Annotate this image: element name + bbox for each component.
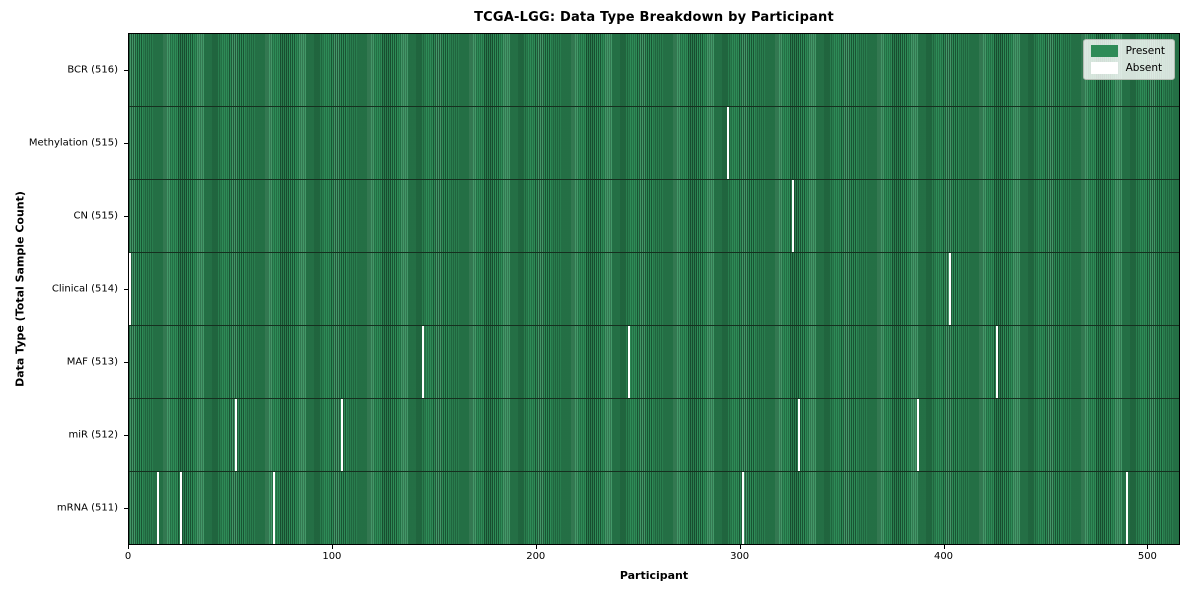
- heatmap-row-mir: [129, 398, 1179, 471]
- y-tick-mark: [124, 143, 128, 144]
- absent-marker: [916, 399, 919, 471]
- absent-marker: [949, 253, 952, 325]
- legend: Present Absent: [1082, 39, 1175, 80]
- x-tick-mark: [128, 545, 129, 549]
- y-tick-label-mir: miR (512): [68, 429, 118, 441]
- x-tick-label: 200: [526, 551, 546, 562]
- y-tick-label-clinical: Clinical (514): [51, 283, 118, 295]
- legend-entry-absent: Absent: [1090, 62, 1165, 74]
- y-tick-mark: [124, 508, 128, 509]
- y-tick-label-methylation: Methylation (515): [28, 137, 118, 149]
- heatmap-row-maf: [129, 325, 1179, 398]
- heatmap-row-mrna: [129, 471, 1179, 544]
- chart-title: TCGA-LGG: Data Type Breakdown by Partici…: [474, 10, 834, 25]
- absent-marker: [129, 253, 131, 325]
- x-tick-label: 400: [933, 551, 954, 562]
- x-tick-mark: [332, 545, 333, 549]
- absent-marker: [995, 326, 998, 398]
- y-tick-mark: [124, 70, 128, 71]
- heatmap-row-methylation: [129, 106, 1179, 179]
- absent-marker: [741, 472, 744, 544]
- x-axis-label: Participant: [619, 569, 689, 582]
- heatmap-row-clinical: [129, 252, 1179, 325]
- absent-marker: [627, 326, 630, 398]
- legend-entry-present: Present: [1090, 45, 1165, 57]
- y-tick-label-bcr: BCR (516): [67, 64, 118, 76]
- absent-marker: [798, 399, 801, 471]
- absent-marker: [157, 472, 160, 544]
- x-tick-label: 0: [124, 551, 132, 562]
- x-tick-mark: [740, 545, 741, 549]
- legend-label-absent: Absent: [1125, 62, 1163, 74]
- x-tick-label: 500: [1137, 551, 1157, 562]
- x-tick-label: 100: [322, 551, 342, 562]
- absent-marker: [422, 326, 425, 398]
- absent-marker: [727, 107, 730, 179]
- absent-marker: [340, 399, 343, 471]
- y-tick-mark: [124, 289, 128, 290]
- x-tick-mark: [536, 545, 537, 549]
- heatmap-row-bcr: [129, 34, 1179, 106]
- plot-area: Present Absent: [128, 33, 1180, 545]
- x-tick-label: 300: [730, 551, 750, 562]
- y-tick-label-mrna: mRNA (511): [56, 502, 118, 514]
- y-tick-label-maf: MAF (513): [66, 356, 118, 368]
- heatmap-row-cn: [129, 179, 1179, 252]
- absent-swatch-icon: [1090, 62, 1118, 74]
- absent-marker: [792, 180, 795, 252]
- absent-marker: [179, 472, 182, 544]
- present-swatch-icon: [1090, 45, 1118, 57]
- y-tick-label-cn: CN (515): [73, 210, 118, 222]
- y-tick-mark: [124, 362, 128, 363]
- y-tick-mark: [124, 216, 128, 217]
- absent-marker: [1126, 472, 1129, 544]
- legend-label-present: Present: [1125, 45, 1165, 57]
- absent-marker: [234, 399, 237, 471]
- absent-marker: [273, 472, 276, 544]
- x-tick-mark: [1147, 545, 1148, 549]
- y-tick-mark: [124, 435, 128, 436]
- x-tick-mark: [944, 545, 945, 549]
